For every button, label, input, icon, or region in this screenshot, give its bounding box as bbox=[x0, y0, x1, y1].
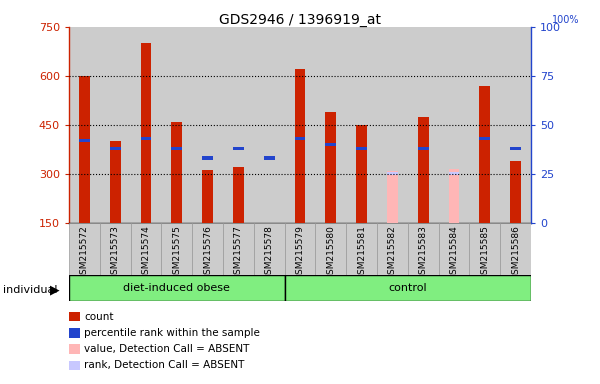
Bar bbox=[387, 172, 398, 175]
Bar bbox=[356, 125, 367, 223]
Bar bbox=[100, 27, 131, 223]
Bar bbox=[469, 27, 500, 223]
Text: GSM215586: GSM215586 bbox=[511, 225, 520, 280]
Text: GSM215578: GSM215578 bbox=[265, 225, 274, 280]
Bar bbox=[161, 27, 192, 223]
Bar bbox=[172, 121, 182, 223]
Bar bbox=[510, 147, 521, 150]
Bar bbox=[449, 169, 460, 223]
Text: GSM215574: GSM215574 bbox=[142, 225, 151, 280]
Text: GSM215581: GSM215581 bbox=[357, 225, 366, 280]
Bar bbox=[264, 156, 275, 160]
Text: percentile rank within the sample: percentile rank within the sample bbox=[84, 328, 260, 338]
Text: value, Detection Call = ABSENT: value, Detection Call = ABSENT bbox=[84, 344, 250, 354]
Bar bbox=[295, 70, 305, 223]
Text: GSM215585: GSM215585 bbox=[481, 225, 490, 280]
Bar bbox=[377, 27, 408, 223]
Bar bbox=[233, 167, 244, 223]
Text: GSM215582: GSM215582 bbox=[388, 225, 397, 280]
Bar bbox=[223, 27, 254, 223]
Text: GSM215576: GSM215576 bbox=[203, 225, 212, 280]
Bar bbox=[295, 137, 305, 140]
Bar bbox=[202, 170, 213, 223]
Bar bbox=[110, 141, 121, 223]
Text: GSM215577: GSM215577 bbox=[234, 225, 243, 280]
Text: GSM215580: GSM215580 bbox=[326, 225, 335, 280]
Bar bbox=[140, 43, 151, 223]
Text: GSM215579: GSM215579 bbox=[296, 225, 305, 280]
Text: ▶: ▶ bbox=[50, 283, 59, 296]
Bar bbox=[131, 27, 161, 223]
Bar bbox=[79, 76, 90, 223]
Bar bbox=[202, 156, 213, 160]
Bar bbox=[316, 27, 346, 223]
Bar bbox=[356, 147, 367, 150]
Text: GSM215584: GSM215584 bbox=[449, 225, 458, 280]
Bar bbox=[69, 27, 100, 223]
FancyBboxPatch shape bbox=[408, 223, 439, 275]
Text: 100%: 100% bbox=[552, 15, 579, 25]
Bar bbox=[510, 161, 521, 223]
FancyBboxPatch shape bbox=[69, 223, 100, 275]
Text: GSM215573: GSM215573 bbox=[111, 225, 120, 280]
Bar bbox=[449, 172, 460, 175]
FancyBboxPatch shape bbox=[131, 223, 161, 275]
Bar bbox=[408, 27, 439, 223]
Bar bbox=[254, 27, 284, 223]
Text: GSM215572: GSM215572 bbox=[80, 225, 89, 280]
FancyBboxPatch shape bbox=[254, 223, 284, 275]
FancyBboxPatch shape bbox=[223, 223, 254, 275]
FancyBboxPatch shape bbox=[161, 223, 192, 275]
FancyBboxPatch shape bbox=[316, 223, 346, 275]
Bar bbox=[110, 147, 121, 150]
Bar bbox=[479, 86, 490, 223]
Bar bbox=[439, 27, 469, 223]
Bar bbox=[140, 137, 151, 140]
Bar bbox=[479, 137, 490, 140]
Bar bbox=[325, 112, 336, 223]
Bar bbox=[325, 143, 336, 146]
Text: diet-induced obese: diet-induced obese bbox=[124, 283, 230, 293]
Bar bbox=[346, 27, 377, 223]
FancyBboxPatch shape bbox=[377, 223, 408, 275]
Text: rank, Detection Call = ABSENT: rank, Detection Call = ABSENT bbox=[84, 360, 244, 370]
Text: GDS2946 / 1396919_at: GDS2946 / 1396919_at bbox=[219, 13, 381, 27]
Bar bbox=[418, 147, 428, 150]
FancyBboxPatch shape bbox=[284, 223, 316, 275]
FancyBboxPatch shape bbox=[469, 223, 500, 275]
Bar bbox=[284, 27, 316, 223]
Text: individual: individual bbox=[3, 285, 58, 295]
Bar bbox=[172, 147, 182, 150]
FancyBboxPatch shape bbox=[192, 223, 223, 275]
Text: control: control bbox=[388, 283, 427, 293]
Text: GSM215575: GSM215575 bbox=[172, 225, 181, 280]
FancyBboxPatch shape bbox=[500, 223, 531, 275]
Bar bbox=[79, 139, 90, 142]
FancyBboxPatch shape bbox=[346, 223, 377, 275]
FancyBboxPatch shape bbox=[69, 275, 284, 301]
FancyBboxPatch shape bbox=[100, 223, 131, 275]
Text: count: count bbox=[84, 312, 113, 322]
Text: GSM215583: GSM215583 bbox=[419, 225, 428, 280]
Bar bbox=[192, 27, 223, 223]
FancyBboxPatch shape bbox=[439, 223, 469, 275]
Bar bbox=[233, 147, 244, 150]
Bar bbox=[387, 172, 398, 223]
Bar bbox=[500, 27, 531, 223]
Bar bbox=[418, 117, 428, 223]
FancyBboxPatch shape bbox=[284, 275, 531, 301]
